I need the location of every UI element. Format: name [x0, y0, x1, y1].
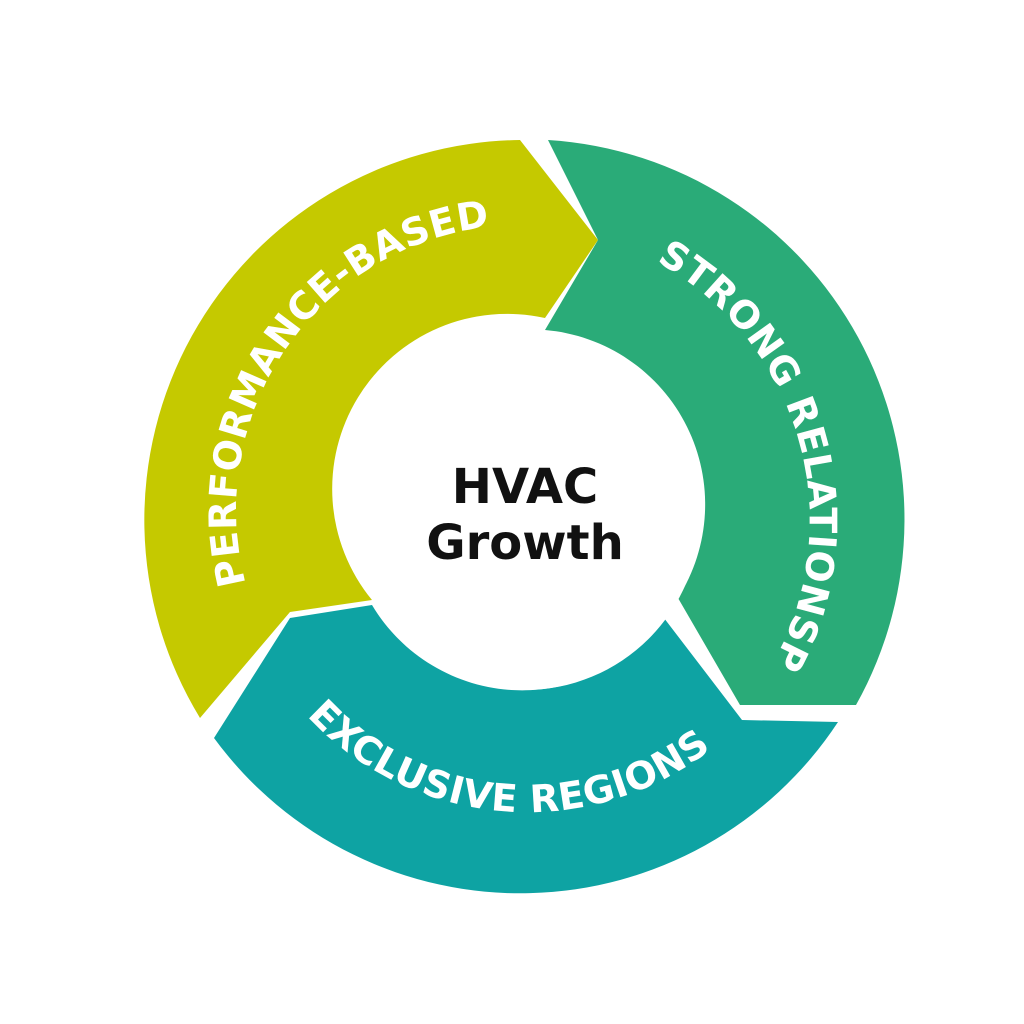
center-hub: HVAC Growth [350, 340, 700, 690]
center-title-line2: Growth [426, 515, 624, 571]
segment-strong-relationships [545, 140, 905, 705]
center-title-line1: HVAC [451, 459, 599, 515]
segment-performance-based [144, 140, 598, 718]
segment-exclusive-regions [214, 605, 838, 894]
